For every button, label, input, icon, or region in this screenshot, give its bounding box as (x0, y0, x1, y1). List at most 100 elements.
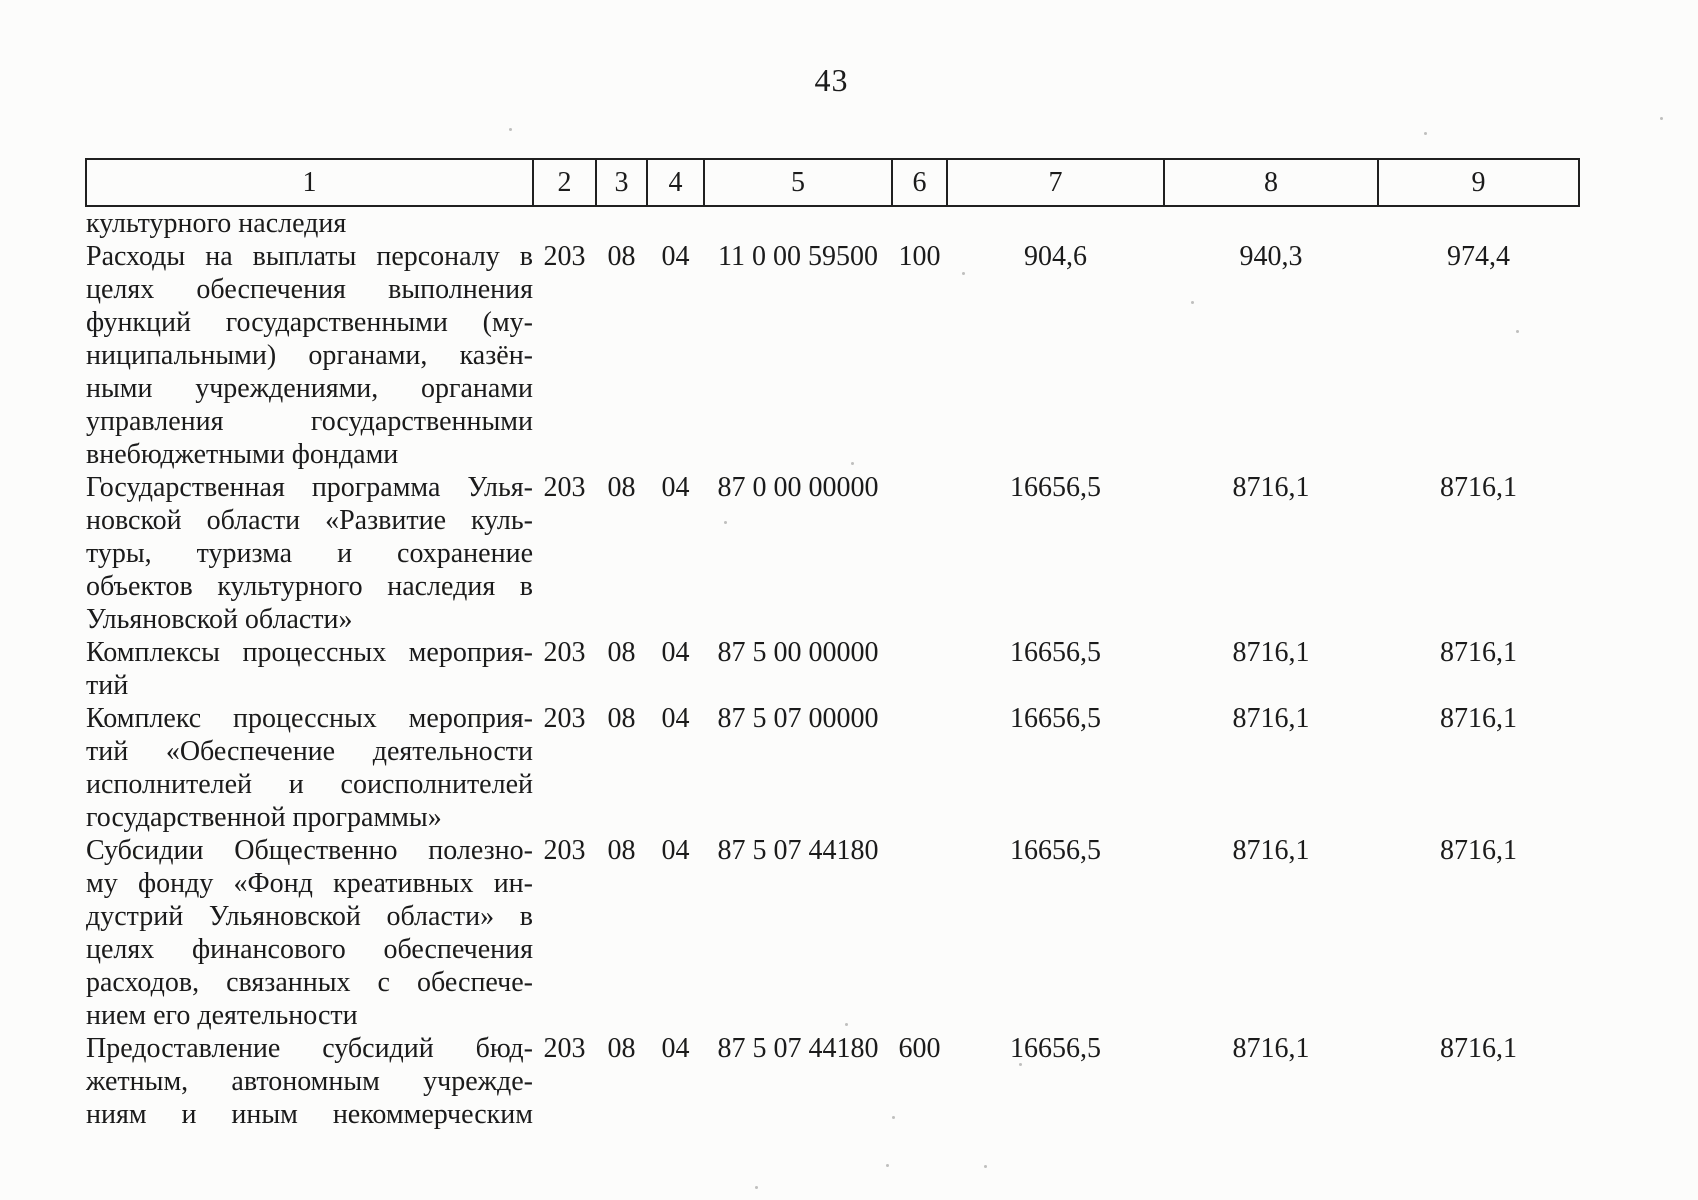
cell-vid-raskhodov-code (892, 206, 947, 240)
cell-grbs-code (533, 206, 596, 240)
cell-razdel-code: 08 (607, 1033, 636, 1064)
cell-target-article-code: 87 0 00 00000 (717, 472, 879, 503)
cell-amount-col7: 16656,5 (1010, 703, 1101, 734)
row-title-cell: культурного наследия (86, 206, 533, 240)
table-row: Субсидии Общественно полезно-му фонду «Ф… (86, 834, 1579, 1032)
row-title-line: исполнителей и соисполнителей (86, 769, 533, 800)
cell-amount-col9: 8716,1 (1440, 835, 1517, 866)
row-title-cell: Субсидии Общественно полезно-му фонду «Ф… (86, 834, 533, 1032)
cell-podrazdel-code: 04 (661, 1033, 690, 1064)
row-title-line: Ульяновской области» (86, 604, 353, 635)
cell-amount-col9: 8716,1 (1440, 1033, 1517, 1064)
row-title-line: тий (86, 670, 129, 701)
cell-razdel-code: 08 (607, 472, 636, 503)
scan-speck (851, 462, 854, 465)
cell-amount-col8: 940,3 (1239, 241, 1303, 272)
cell-razdel-code: 08 (607, 637, 636, 668)
cell-razdel-code: 08 (607, 703, 636, 734)
row-title-line: ниям и иным некоммерческим (86, 1099, 533, 1130)
scan-speck (892, 1116, 895, 1119)
scan-speck (724, 521, 727, 524)
cell-podrazdel-code: 04 (661, 472, 690, 503)
cell-amount-col9: 8716,1 (1440, 637, 1517, 668)
cell-vid-raskhodov-code: 100 (898, 241, 941, 272)
cell-podrazdel-code: 04 (661, 703, 690, 734)
cell-grbs-code: 203 (543, 241, 586, 272)
scan-speck (845, 1023, 848, 1026)
row-title-line: Комплексы процессных мероприя- (86, 637, 533, 668)
cell-podrazdel-code: 04 (661, 637, 690, 668)
cell-amount-col7: 904,6 (1024, 241, 1087, 272)
scan-speck (1019, 1063, 1022, 1066)
row-title-line: расходов, связанных с обеспече- (86, 967, 533, 998)
row-title-line: управления государственными (86, 406, 533, 437)
cell-amount-col8: 8716,1 (1232, 472, 1310, 503)
cell-amount-col7: 16656,5 (1010, 835, 1101, 866)
row-title-line: ными учреждениями, органами (86, 373, 533, 404)
scan-speck (1660, 117, 1663, 120)
column-number-header-5: 5 (703, 158, 893, 207)
row-title-line: целях финансового обеспечения (86, 934, 533, 965)
cell-amount-col8 (1164, 206, 1378, 240)
cell-amount-col9: 8716,1 (1440, 703, 1517, 734)
scan-speck (1191, 301, 1194, 304)
column-number-header-8: 8 (1163, 158, 1379, 207)
column-number-header-4: 4 (646, 158, 705, 207)
cell-vid-raskhodov-code (892, 834, 947, 1032)
cell-amount-col8: 8716,1 (1232, 835, 1310, 866)
cell-podrazdel-code: 04 (661, 835, 690, 866)
row-title-line: туры, туризма и сохранение (86, 538, 533, 569)
table-row: культурного наследия (86, 206, 1579, 240)
row-title-line: Государственная программа Улья- (86, 472, 533, 503)
cell-grbs-code: 203 (543, 703, 586, 734)
row-title-cell: Комплекс процессных мероприя-тий «Обеспе… (86, 702, 533, 834)
column-number-header-1: 1 (85, 158, 534, 207)
row-title-cell: Расходы на выплаты персоналу в целях обес… (86, 240, 533, 471)
row-title-line: му фонду «Фонд креативных ин- (86, 868, 533, 899)
cell-target-article-code (704, 206, 892, 240)
cell-vid-raskhodov-code (892, 636, 947, 702)
cell-razdel-code: 08 (607, 241, 636, 272)
cell-grbs-code: 203 (543, 835, 586, 866)
scan-speck (1516, 330, 1519, 333)
cell-vid-raskhodov-code: 600 (898, 1033, 941, 1064)
scan-speck (509, 128, 512, 131)
scan-speck (1424, 132, 1427, 135)
row-title-cell: Предоставление субсидий бюд-жетным, авто… (86, 1032, 533, 1131)
row-title-line: государственной программы» (86, 802, 442, 833)
cell-target-article-code: 87 5 07 44180 (717, 835, 879, 866)
cell-razdel-code: 08 (607, 835, 636, 866)
cell-amount-col7 (947, 206, 1164, 240)
cell-grbs-code: 203 (543, 1033, 586, 1064)
cell-amount-col7: 16656,5 (1010, 472, 1101, 503)
row-title-line: дустрий Ульяновской области» в (86, 901, 533, 932)
column-number-header-3: 3 (595, 158, 648, 207)
table-row: Комплекс процессных мероприя-тий «Обеспе… (86, 702, 1579, 834)
row-title-line: культурного наследия (86, 208, 347, 239)
row-title-line: нием его деятельности (86, 1000, 358, 1031)
scan-speck (755, 1186, 758, 1189)
cell-amount-col9 (1378, 206, 1579, 240)
column-number-header-9: 9 (1377, 158, 1580, 207)
row-title-cell: Комплексы процессных мероприя-тий (86, 636, 533, 702)
table-row: Предоставление субсидий бюд-жетным, авто… (86, 1032, 1579, 1131)
row-title-line: новской области «Развитие куль- (86, 505, 533, 536)
row-title-line: жетным, автономным учрежде- (86, 1066, 533, 1097)
cell-target-article-code: 11 0 00 59500 (718, 241, 878, 272)
row-title-line: объектов культурного наследия в (86, 571, 533, 602)
cell-vid-raskhodov-code (892, 471, 947, 636)
cell-amount-col8: 8716,1 (1232, 703, 1310, 734)
row-title-line: функций государственными (му- (86, 307, 533, 338)
row-title-line: ниципальными) органами, казён- (86, 340, 533, 371)
column-number-header-7: 7 (946, 158, 1165, 207)
cell-amount-col8: 8716,1 (1232, 637, 1310, 668)
scan-speck (886, 1164, 889, 1167)
page-number: 43 (814, 62, 849, 98)
row-title-line: целях обеспечения выполнения (86, 274, 533, 305)
scan-speck (984, 1165, 987, 1168)
cell-amount-col9: 8716,1 (1440, 472, 1517, 503)
scan-speck (962, 272, 965, 275)
